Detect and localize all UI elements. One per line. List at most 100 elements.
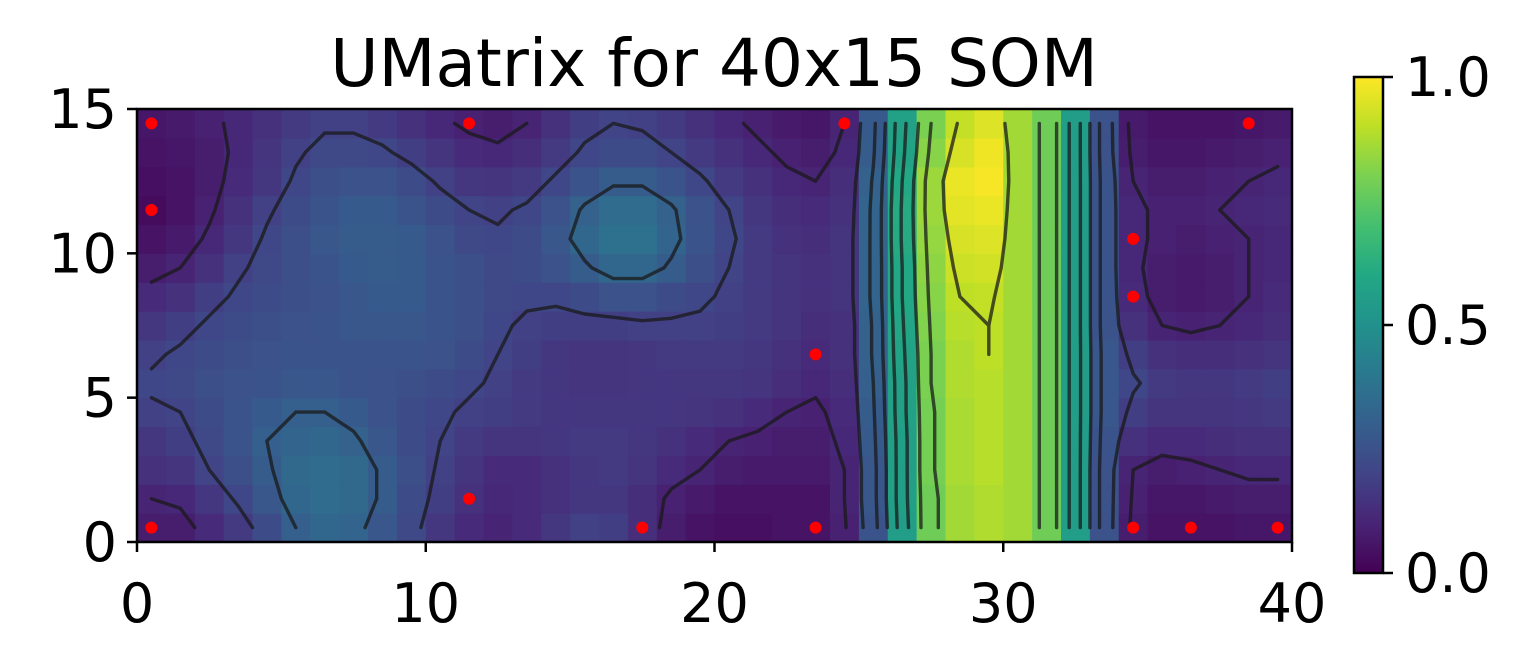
heatmap-cell (974, 397, 1004, 428)
heatmap-cell (1205, 368, 1235, 399)
heatmap-cell (368, 311, 398, 341)
heatmap-cell (858, 484, 889, 514)
heatmap-cell (310, 282, 340, 312)
x-axis: 0 10 20 30 40 (120, 542, 1326, 635)
heatmap-cell (541, 166, 571, 197)
heatmap-cell (887, 426, 918, 456)
heatmap-cell (368, 339, 398, 370)
heatmap-cell (194, 109, 225, 139)
heatmap-cell (1263, 253, 1292, 283)
heatmap-cell (483, 253, 513, 283)
heatmap-cell (772, 311, 802, 341)
heatmap-cell (1176, 339, 1206, 370)
heatmap-cell (1263, 224, 1292, 254)
heatmap-cell (974, 137, 1004, 168)
heatmap-cell (974, 109, 1004, 139)
heatmap-cell (1234, 397, 1264, 428)
heatmap-cell (1003, 109, 1033, 139)
y-axis: 0 5 10 15 (48, 78, 137, 574)
heatmap-cell (599, 426, 629, 456)
heatmap-cell (830, 224, 860, 254)
heatmap-cell (1061, 282, 1091, 312)
heatmap-cell (223, 339, 254, 370)
heatmap-cell (858, 455, 889, 485)
node-marker (145, 521, 158, 534)
heatmap-cell (1147, 426, 1178, 456)
heatmap-cell (743, 368, 773, 399)
colorbar-gradient (1354, 77, 1383, 573)
heatmap-cell (137, 166, 167, 197)
contour-line (265, 121, 1103, 530)
heatmap-cell (137, 311, 167, 341)
heatmap-cell (483, 484, 513, 514)
heatmap-cell (512, 455, 542, 485)
heatmap-cell (512, 253, 542, 283)
contour-line (923, 121, 1041, 530)
heatmap-cell (1061, 397, 1091, 428)
heatmap-cell (714, 455, 744, 485)
heatmap-cell (743, 137, 773, 168)
heatmap-cell (1263, 137, 1292, 168)
heatmap-cell (281, 195, 311, 226)
heatmap-cell (165, 109, 196, 139)
heatmap-cell (252, 166, 282, 197)
heatmap-cell (137, 426, 167, 456)
heatmap-cell (1003, 368, 1033, 399)
heatmap-cell (1234, 368, 1264, 399)
heatmap-cell (1234, 195, 1264, 226)
heatmap-cell (137, 455, 167, 485)
heatmap-cell (368, 253, 398, 283)
heatmap-cell (743, 253, 773, 283)
heatmap-cell (858, 282, 889, 312)
heatmap-cell (339, 282, 369, 312)
heatmap-cell (252, 368, 282, 399)
heatmap-cell (945, 513, 975, 542)
heatmap-cell (223, 109, 254, 139)
heatmap-cell (1176, 224, 1206, 254)
colorbar: 0.0 0.5 1.0 (1352, 46, 1491, 605)
heatmap-cell (801, 426, 831, 456)
heatmap-cell (656, 195, 687, 226)
heatmap-cell (974, 513, 1004, 542)
heatmap-cell (599, 484, 629, 514)
y-tick-label: 10 (48, 222, 117, 285)
heatmap-cell (743, 339, 773, 370)
heatmap-cell (945, 397, 975, 428)
heatmap-cell (599, 195, 629, 226)
heatmap-cell (512, 137, 542, 168)
heatmap-cell (281, 368, 311, 399)
heatmap-cell (801, 109, 831, 139)
heatmap-cell (512, 282, 542, 312)
heatmap-cell (425, 166, 456, 197)
heatmap-cell (1118, 426, 1149, 456)
heatmap-cell (368, 368, 398, 399)
heatmap-cell (1003, 339, 1033, 370)
heatmap-cell (252, 513, 282, 542)
heatmap-cell (368, 282, 398, 312)
heatmap-cell (165, 368, 196, 399)
heatmap-cell (1176, 166, 1206, 197)
heatmap-cell (772, 195, 802, 226)
heatmap-cell (281, 109, 311, 139)
heatmap-cell (396, 195, 427, 226)
heatmap-cell (974, 426, 1004, 456)
heatmap-cell (974, 282, 1004, 312)
heatmap-cell (743, 397, 773, 428)
node-marker (145, 117, 158, 130)
heatmap-cell (541, 426, 571, 456)
heatmap-cell (368, 109, 398, 139)
heatmap-cell (714, 484, 744, 514)
heatmap-cell (1263, 339, 1292, 370)
heatmap-cell (1205, 253, 1235, 283)
node-markers (145, 117, 1284, 534)
heatmap-cell (743, 109, 773, 139)
node-marker (1271, 521, 1284, 534)
heatmap-cell (887, 484, 918, 514)
heatmap-cell (945, 368, 975, 399)
heatmap-cell (223, 397, 254, 428)
heatmap-cell (627, 109, 658, 139)
heatmap-cell (1205, 397, 1235, 428)
heatmap-cell (194, 253, 225, 283)
heatmap-cell (656, 368, 687, 399)
